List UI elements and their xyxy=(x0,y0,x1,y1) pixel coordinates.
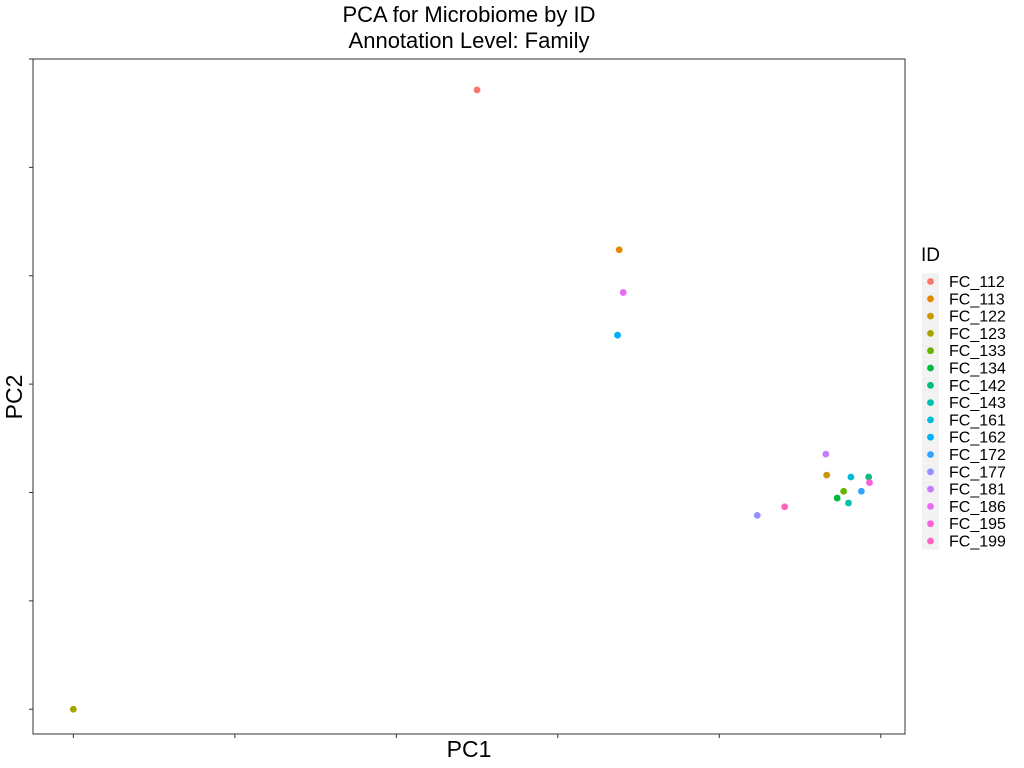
legend-label: FC_122 xyxy=(949,309,1006,326)
legend-label: FC_199 xyxy=(949,534,1006,551)
y-axis-ticks xyxy=(29,58,33,710)
y-axis-label: PC2 xyxy=(1,375,27,420)
data-point-fc-162 xyxy=(614,331,621,339)
legend-label: FC_133 xyxy=(949,343,1006,360)
legend-label: FC_186 xyxy=(949,499,1006,516)
data-point-fc-181 xyxy=(822,450,830,458)
legend-label: FC_123 xyxy=(949,326,1006,343)
legend-label: FC_177 xyxy=(949,464,1006,481)
legend-key-fc-162 xyxy=(927,433,934,441)
legend-label: FC_134 xyxy=(949,361,1006,378)
legend-label: FC_142 xyxy=(949,378,1006,395)
legend-key-fc-142 xyxy=(927,381,934,389)
legend-key-fc-123 xyxy=(927,330,934,337)
data-points xyxy=(69,86,873,713)
legend-label: FC_195 xyxy=(949,516,1006,533)
legend-label: FC_181 xyxy=(949,482,1006,499)
data-point-fc-177 xyxy=(753,511,761,519)
data-point-fc-133 xyxy=(840,487,848,495)
legend-key-fc-186 xyxy=(927,503,934,510)
data-point-fc-172 xyxy=(858,487,865,495)
legend-key-fc-172 xyxy=(927,451,934,458)
legend-key-fc-133 xyxy=(927,347,934,355)
data-point-fc-112 xyxy=(473,86,481,94)
legend: FC_112FC_113FC_122FC_123FC_133FC_134FC_1… xyxy=(922,273,1006,551)
legend-key-fc-195 xyxy=(927,520,934,528)
data-point-fc-195 xyxy=(866,479,873,486)
legend-key-fc-161 xyxy=(927,416,934,424)
legend-key-fc-177 xyxy=(927,468,934,476)
legend-title: ID xyxy=(921,245,940,266)
legend-key-fc-134 xyxy=(927,364,934,372)
legend-label: FC_143 xyxy=(949,395,1006,412)
chart-subtitle: Annotation Level: Family xyxy=(349,28,590,53)
data-point-fc-134 xyxy=(833,494,841,502)
legend-key-fc-122 xyxy=(927,312,934,320)
legend-key-fc-199 xyxy=(927,537,934,545)
data-point-fc-122 xyxy=(823,471,831,479)
plot-panel xyxy=(32,58,906,735)
data-point-fc-123 xyxy=(69,705,77,713)
data-point-fc-142 xyxy=(865,473,873,481)
data-point-fc-113 xyxy=(615,246,623,254)
legend-label: FC_113 xyxy=(949,291,1005,308)
legend-key-fc-181 xyxy=(927,485,934,493)
legend-key-fc-143 xyxy=(927,399,934,406)
x-axis-label: PC1 xyxy=(447,736,492,762)
legend-label: FC_161 xyxy=(949,412,1006,429)
legend-key-fc-112 xyxy=(927,278,934,285)
data-point-fc-186 xyxy=(619,289,627,296)
legend-key-fc-113 xyxy=(927,295,934,303)
legend-label: FC_162 xyxy=(949,430,1006,447)
data-point-fc-199 xyxy=(781,503,789,511)
legend-label: FC_112 xyxy=(949,274,1005,291)
chart-title: PCA for Microbiome by ID xyxy=(342,2,595,27)
x-axis-ticks xyxy=(72,734,882,738)
legend-label: FC_172 xyxy=(949,447,1006,464)
data-point-fc-161 xyxy=(847,473,855,481)
data-point-fc-143 xyxy=(845,499,852,507)
